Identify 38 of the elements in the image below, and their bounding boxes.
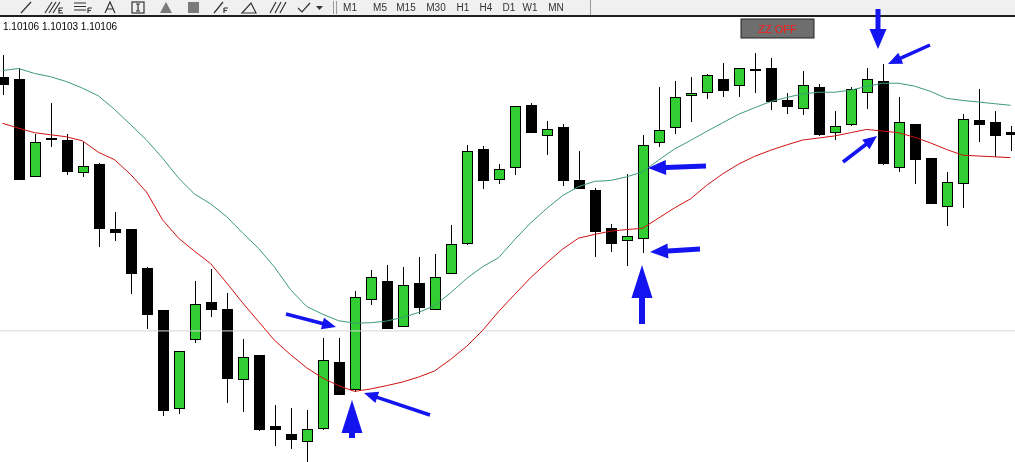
text: H1 xyxy=(456,2,470,13)
text: H4 xyxy=(479,2,493,13)
text: M1 xyxy=(343,2,358,13)
candlestick xyxy=(110,211,121,242)
candlestick xyxy=(238,338,249,413)
text: M15 xyxy=(396,2,417,13)
text: MN xyxy=(548,2,564,13)
candlestick xyxy=(494,163,505,185)
text: W1 xyxy=(522,2,538,13)
candlestick xyxy=(782,92,793,115)
text: M5 xyxy=(373,2,388,13)
candlestick xyxy=(366,269,377,306)
candlestick xyxy=(606,223,617,253)
candlestick xyxy=(734,67,745,98)
candlestick xyxy=(206,268,217,318)
candlestick xyxy=(286,407,297,450)
text: M30 xyxy=(426,2,447,13)
text: ZZ OFF xyxy=(758,22,798,35)
candlestick xyxy=(622,173,633,267)
candlestick xyxy=(718,62,729,98)
candlestick xyxy=(1006,125,1015,152)
candlestick xyxy=(0,54,9,96)
candlestick xyxy=(974,88,985,143)
candlestick xyxy=(270,404,281,447)
candlestick xyxy=(78,141,89,178)
candlestick xyxy=(542,120,553,156)
candlestick xyxy=(798,70,809,116)
candlestick xyxy=(686,76,697,123)
candlestick xyxy=(750,52,761,94)
candlestick xyxy=(302,409,313,462)
candlestick xyxy=(862,67,873,110)
candlestick xyxy=(702,73,713,100)
candlestick xyxy=(46,102,57,148)
candlestick xyxy=(830,110,841,141)
candlestick xyxy=(990,110,1001,158)
text: D1 xyxy=(502,2,516,13)
text: 1.10106 1.10103 1.10106 xyxy=(3,21,118,32)
candlestick xyxy=(654,86,665,148)
